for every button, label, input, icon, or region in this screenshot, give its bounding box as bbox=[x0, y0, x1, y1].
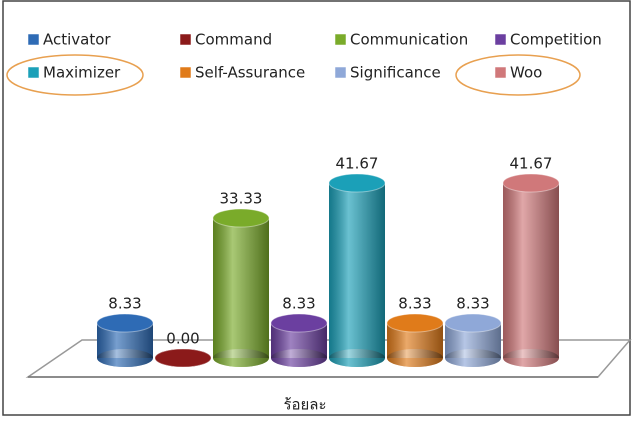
legend-label: Command bbox=[195, 31, 272, 49]
legend-swatch bbox=[27, 33, 40, 46]
data-label: 8.33 bbox=[108, 295, 141, 313]
legend-swatch bbox=[334, 33, 347, 46]
legend-label: Competition bbox=[510, 31, 602, 49]
data-label: 8.33 bbox=[456, 295, 489, 313]
data-label: 41.67 bbox=[336, 155, 379, 173]
legend-swatch bbox=[27, 66, 40, 79]
legend-label: Communication bbox=[350, 31, 468, 49]
bar-base-shade bbox=[503, 349, 559, 367]
x-axis-label: ร้อยละ bbox=[283, 396, 326, 414]
data-label: 0.00 bbox=[166, 330, 199, 348]
highlight-circle bbox=[455, 54, 581, 96]
bar-top bbox=[328, 173, 386, 193]
bar-shade bbox=[329, 183, 385, 358]
legend-swatch bbox=[179, 33, 192, 46]
bar-base-shade bbox=[97, 349, 153, 367]
bar-top bbox=[96, 313, 154, 333]
bar-base-shade bbox=[445, 349, 501, 367]
legend-label: Maximizer bbox=[43, 64, 121, 82]
bar-top bbox=[270, 313, 328, 333]
highlight-circle bbox=[6, 54, 144, 96]
bar-top bbox=[386, 313, 444, 333]
legend-label: Self-Assurance bbox=[195, 64, 305, 82]
bar-top bbox=[212, 208, 270, 228]
legend-swatch bbox=[179, 66, 192, 79]
data-label: 8.33 bbox=[398, 295, 431, 313]
bar-base-shade bbox=[387, 349, 443, 367]
bar-base-shade bbox=[271, 349, 327, 367]
bar-base-shade bbox=[213, 349, 269, 367]
bar-top bbox=[154, 348, 212, 368]
data-label: 8.33 bbox=[282, 295, 315, 313]
bar-base-shade bbox=[329, 349, 385, 367]
legend: Activator Command Communication Competition… bbox=[27, 31, 602, 82]
data-label: 33.33 bbox=[220, 190, 263, 208]
legend-swatch bbox=[494, 33, 507, 46]
bar-top bbox=[502, 173, 560, 193]
plot-area: 8.33 0.00 33.33 8.33 41.67 8.33 8.33 41.67 bbox=[96, 155, 560, 368]
legend-label: Activator bbox=[43, 31, 111, 49]
legend-swatch bbox=[494, 66, 507, 79]
data-label: 41.67 bbox=[510, 155, 553, 173]
legend-label: Significance bbox=[350, 64, 441, 82]
bar-top bbox=[444, 313, 502, 333]
bar-shade bbox=[213, 218, 269, 358]
legend-swatch bbox=[334, 66, 347, 79]
legend-label: Woo bbox=[510, 64, 542, 82]
bar-shade bbox=[503, 183, 559, 358]
